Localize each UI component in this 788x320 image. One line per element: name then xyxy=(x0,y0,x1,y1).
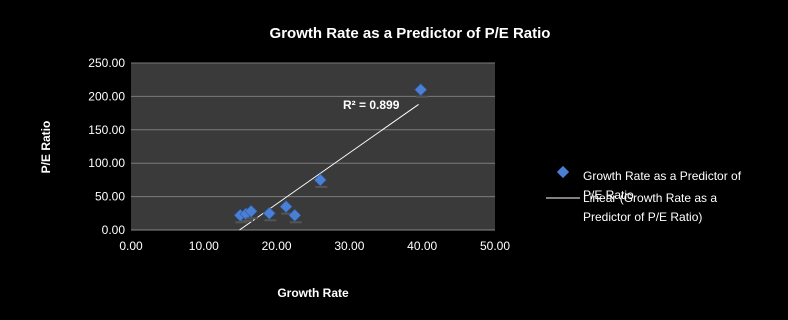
y-tick-label: 50.00 xyxy=(95,190,125,204)
y-tick-label: 0.00 xyxy=(102,223,126,237)
y-tick-label: 250.00 xyxy=(88,56,125,70)
data-points xyxy=(233,83,428,224)
x-tick-label: 10.00 xyxy=(189,239,219,253)
legend-item-series: Growth Rate as a Predictor of P/E Ratio xyxy=(556,165,742,202)
x-axis-title: Growth Rate xyxy=(277,286,349,300)
legend: Growth Rate as a Predictor of P/E Ratio … xyxy=(546,165,742,224)
x-tick-label: 40.00 xyxy=(407,239,437,253)
gridlines xyxy=(131,62,495,231)
x-tick-label: 20.00 xyxy=(262,239,292,253)
y-axis-title: P/E Ratio xyxy=(39,121,53,174)
tick-labels: 0.00 50.00 100.00 150.00 200.00 250.00 0.00 10.… xyxy=(88,56,510,253)
legend-diamond-icon xyxy=(556,165,570,179)
y-tick-label: 200.00 xyxy=(88,89,125,103)
x-tick-label: 30.00 xyxy=(334,239,364,253)
legend-label-trendline-line2: Predictor of P/E Ratio) xyxy=(583,210,702,224)
legend-label-trendline-line1: Linear (Growth Rate as a xyxy=(583,191,717,205)
x-tick-label: 0.00 xyxy=(119,239,143,253)
data-point xyxy=(414,83,428,98)
legend-item-trendline: Linear (Growth Rate as a Predictor of P/… xyxy=(546,191,717,224)
legend-label-series-line2: P/E Ratio xyxy=(583,188,634,202)
data-point xyxy=(244,204,259,220)
r-squared-annotation: R² = 0.899 xyxy=(343,98,400,112)
plot-area xyxy=(131,63,495,230)
y-tick-label: 100.00 xyxy=(88,156,125,170)
y-tick-label: 150.00 xyxy=(88,123,125,137)
data-point xyxy=(288,208,302,224)
x-tick-label: 50.00 xyxy=(480,239,510,253)
chart-title: Growth Rate as a Predictor of P/E Ratio xyxy=(270,25,551,42)
data-point xyxy=(262,206,277,222)
data-point xyxy=(313,173,328,188)
legend-label-series-line1: Growth Rate as a Predictor of xyxy=(583,169,742,183)
